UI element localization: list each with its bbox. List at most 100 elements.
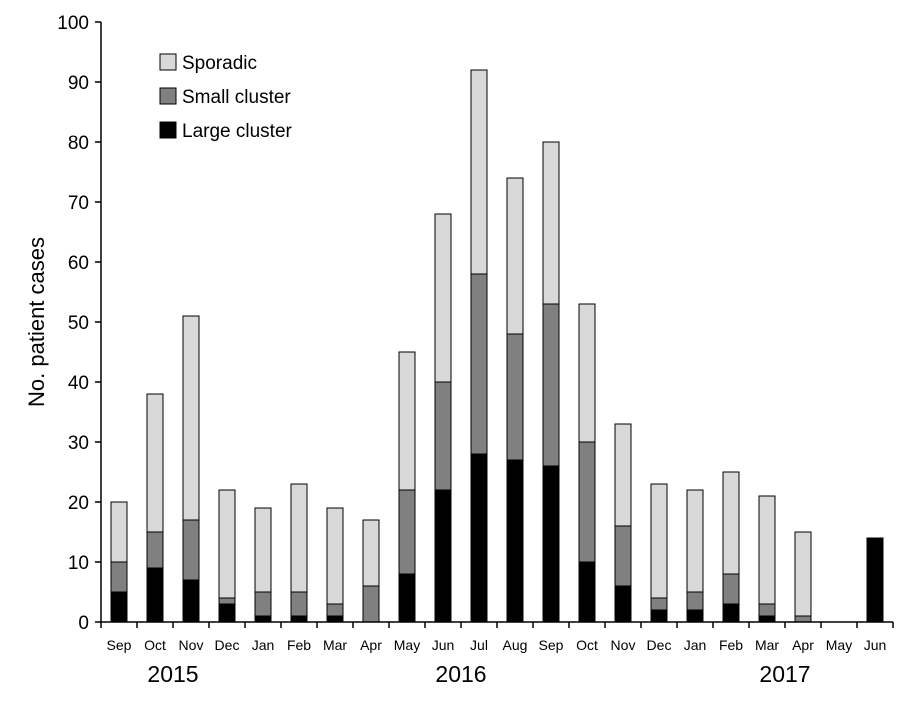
x-category-label: Sep xyxy=(107,637,132,653)
bar-segment-small-cluster xyxy=(722,573,740,605)
bar-segment-sporadic xyxy=(362,519,380,587)
y-tick-label: 20 xyxy=(68,493,89,514)
bar-segment-large-cluster xyxy=(614,585,632,623)
bar-segment-small-cluster xyxy=(470,273,488,455)
x-category-label: Jul xyxy=(470,637,488,653)
bar-segment-large-cluster xyxy=(398,573,416,623)
bar-segment-sporadic xyxy=(290,483,308,593)
bar-segment-large-cluster xyxy=(254,615,272,623)
bar-segment-small-cluster xyxy=(110,561,128,593)
bar-segment-small-cluster xyxy=(218,597,236,605)
bar-segment-large-cluster xyxy=(542,465,560,623)
bar-segment-small-cluster xyxy=(686,591,704,611)
bar-segment-small-cluster xyxy=(434,381,452,491)
y-tick-label: 10 xyxy=(68,553,89,574)
legend-swatch xyxy=(159,87,177,105)
bar-segment-sporadic xyxy=(650,483,668,599)
bar-segment-small-cluster xyxy=(794,615,812,623)
x-category-label: Mar xyxy=(323,637,347,653)
bar-segment-small-cluster xyxy=(326,603,344,617)
bar-segment-large-cluster xyxy=(578,561,596,623)
bar-segment-sporadic xyxy=(182,315,200,521)
x-category-label: Nov xyxy=(179,637,204,653)
y-tick-label: 70 xyxy=(68,193,89,214)
bars xyxy=(110,69,884,623)
year-label: 2016 xyxy=(435,661,486,687)
x-category-label: Apr xyxy=(792,637,814,653)
x-category-label: Oct xyxy=(144,637,166,653)
bar-segment-sporadic xyxy=(470,69,488,275)
bar-segment-large-cluster xyxy=(290,615,308,623)
x-category-label: Jan xyxy=(252,637,275,653)
legend-swatch xyxy=(159,53,177,71)
legend-label: Sporadic xyxy=(182,53,257,74)
bar-segment-sporadic xyxy=(254,507,272,593)
y-tick-label: 80 xyxy=(68,133,89,154)
y-tick-label: 0 xyxy=(78,613,89,634)
legend-swatch xyxy=(159,121,177,139)
bar-segment-large-cluster xyxy=(758,615,776,623)
y-tick-label: 90 xyxy=(68,73,89,94)
x-category-label: Feb xyxy=(719,637,743,653)
bar-segment-small-cluster xyxy=(254,591,272,617)
x-category-label: Jun xyxy=(432,637,455,653)
bar-segment-sporadic xyxy=(686,489,704,593)
bar-segment-sporadic xyxy=(722,471,740,575)
legend-label: Large cluster xyxy=(182,121,293,142)
bar-segment-small-cluster xyxy=(578,441,596,563)
bar-segment-sporadic xyxy=(146,393,164,533)
x-category-label: Aug xyxy=(503,637,528,653)
bar-segment-small-cluster xyxy=(362,585,380,623)
bar-segment-large-cluster xyxy=(326,615,344,623)
year-label: 2017 xyxy=(759,661,810,687)
bar-segment-large-cluster xyxy=(182,579,200,623)
x-category-label: Mar xyxy=(755,637,779,653)
bar-segment-large-cluster xyxy=(722,603,740,623)
bar-segment-small-cluster xyxy=(614,525,632,587)
legend-label: Small cluster xyxy=(182,87,291,108)
bar-segment-sporadic xyxy=(506,177,524,335)
x-category-label: May xyxy=(826,637,852,653)
x-category-label: Jun xyxy=(864,637,887,653)
y-axis-title: No. patient cases xyxy=(24,237,49,407)
x-category-label: Dec xyxy=(647,637,672,653)
x-category-label: Sep xyxy=(539,637,564,653)
bar-segment-sporadic xyxy=(758,495,776,605)
x-axis-ticks: Sep Oct Nov Dec Jan Feb Mar Apr May Jun Jul Aug Sep O… xyxy=(100,622,894,653)
bar-segment-small-cluster xyxy=(398,489,416,575)
x-category-label: Nov xyxy=(611,637,636,653)
bar-segment-small-cluster xyxy=(650,597,668,611)
x-category-label: May xyxy=(394,637,420,653)
bar-segment-large-cluster xyxy=(470,453,488,623)
y-tick-label: 40 xyxy=(68,373,89,394)
y-tick-label: 60 xyxy=(68,253,89,274)
y-tick-label: 50 xyxy=(68,313,89,334)
bar-segment-sporadic xyxy=(614,423,632,527)
y-axis-ticks: 0 10 20 30 40 50 60 70 80 90 100 xyxy=(57,13,101,634)
bar-segment-large-cluster xyxy=(110,591,128,623)
bar-segment-small-cluster xyxy=(290,591,308,617)
bar-segment-small-cluster xyxy=(146,531,164,569)
x-category-label: Apr xyxy=(360,637,382,653)
bar-segment-small-cluster xyxy=(758,603,776,617)
x-category-label: Oct xyxy=(576,637,598,653)
x-category-label: Dec xyxy=(215,637,240,653)
bar-segment-large-cluster xyxy=(146,567,164,623)
y-tick-label: 100 xyxy=(57,13,89,34)
y-tick-label: 30 xyxy=(68,433,89,454)
legend: Sporadic Small cluster Large cluster xyxy=(159,53,293,142)
year-labels: 2015 2016 2017 xyxy=(147,661,810,687)
bar-segment-small-cluster xyxy=(506,333,524,461)
bar-segment-large-cluster xyxy=(650,609,668,623)
bar-segment-sporadic xyxy=(110,501,128,563)
bar-segment-large-cluster xyxy=(434,489,452,623)
bar-segment-large-cluster xyxy=(218,603,236,623)
x-category-label: Feb xyxy=(287,637,311,653)
bar-segment-sporadic xyxy=(542,141,560,305)
bar-segment-small-cluster xyxy=(182,519,200,581)
bar-segment-large-cluster xyxy=(506,459,524,623)
bar-segment-sporadic xyxy=(794,531,812,617)
bar-segment-large-cluster xyxy=(686,609,704,623)
bar-segment-sporadic xyxy=(398,351,416,491)
